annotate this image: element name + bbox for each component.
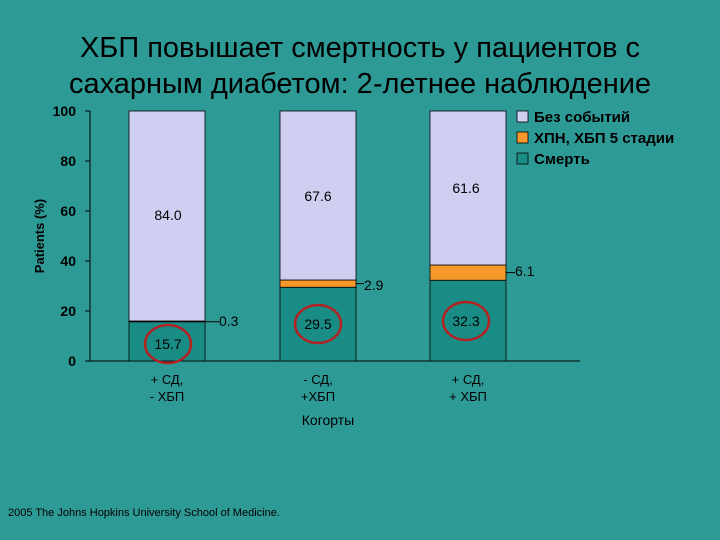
x-tick-label: + СД, [452,372,485,387]
x-tick-label: - ХБП [150,389,185,404]
x-tick-label: + ХБП [449,389,487,404]
data-label-no-events: 67.6 [304,188,331,204]
legend-label: Без событий [534,109,630,126]
data-label-death: 32.3 [452,313,479,329]
y-tick-label: 60 [60,203,76,219]
x-tick-label: +ХБП [301,389,335,404]
y-tick-label: 20 [60,303,76,319]
legend-swatch [516,152,529,165]
data-label-no-events: 84.0 [154,207,181,223]
y-tick-label: 100 [53,103,77,119]
legend-label: ХПН, ХБП 5 стадии [534,130,674,147]
title-line-2: сахарным диабетом: 2-летнее наблюдение [68,68,652,100]
bar-segment [429,110,507,266]
data-label-esrd: 0.3 [219,313,239,329]
legend-swatch [516,110,529,123]
bar-segment [128,321,206,362]
highlight-circle [293,303,343,345]
y-tick-label: 80 [60,153,76,169]
title-line-1: ХБП повышает смертность у пациентов с [79,32,641,64]
data-label-death: 29.5 [304,316,331,332]
highlight-circle [143,323,193,365]
legend-swatch [516,131,529,144]
data-label-esrd: 2.9 [364,277,384,293]
data-label-death: 15.7 [154,336,181,352]
bar-segment [279,279,357,288]
x-tick-label: - СД, [303,372,332,387]
legend-label: Смерть [534,151,590,168]
bar-segment [429,264,507,281]
bar-segment [128,110,206,322]
x-tick-label: + СД, [151,372,184,387]
y-axis-title: Patients (%) [32,199,47,273]
data-label-esrd: 6.1 [515,263,535,279]
data-label-no-events: 61.6 [452,180,479,196]
copyright-footer: 2005 The Johns Hopkins University School… [8,507,280,519]
slide-title: ХБП повышает смертность у пациентов с са… [0,30,720,102]
bar-segment [279,110,357,281]
y-tick-label: 40 [60,253,76,269]
x-axis-title: Когорты [302,412,354,428]
bar-segment [279,286,357,362]
y-tick-label: 0 [68,353,76,369]
highlight-circle [441,300,491,342]
